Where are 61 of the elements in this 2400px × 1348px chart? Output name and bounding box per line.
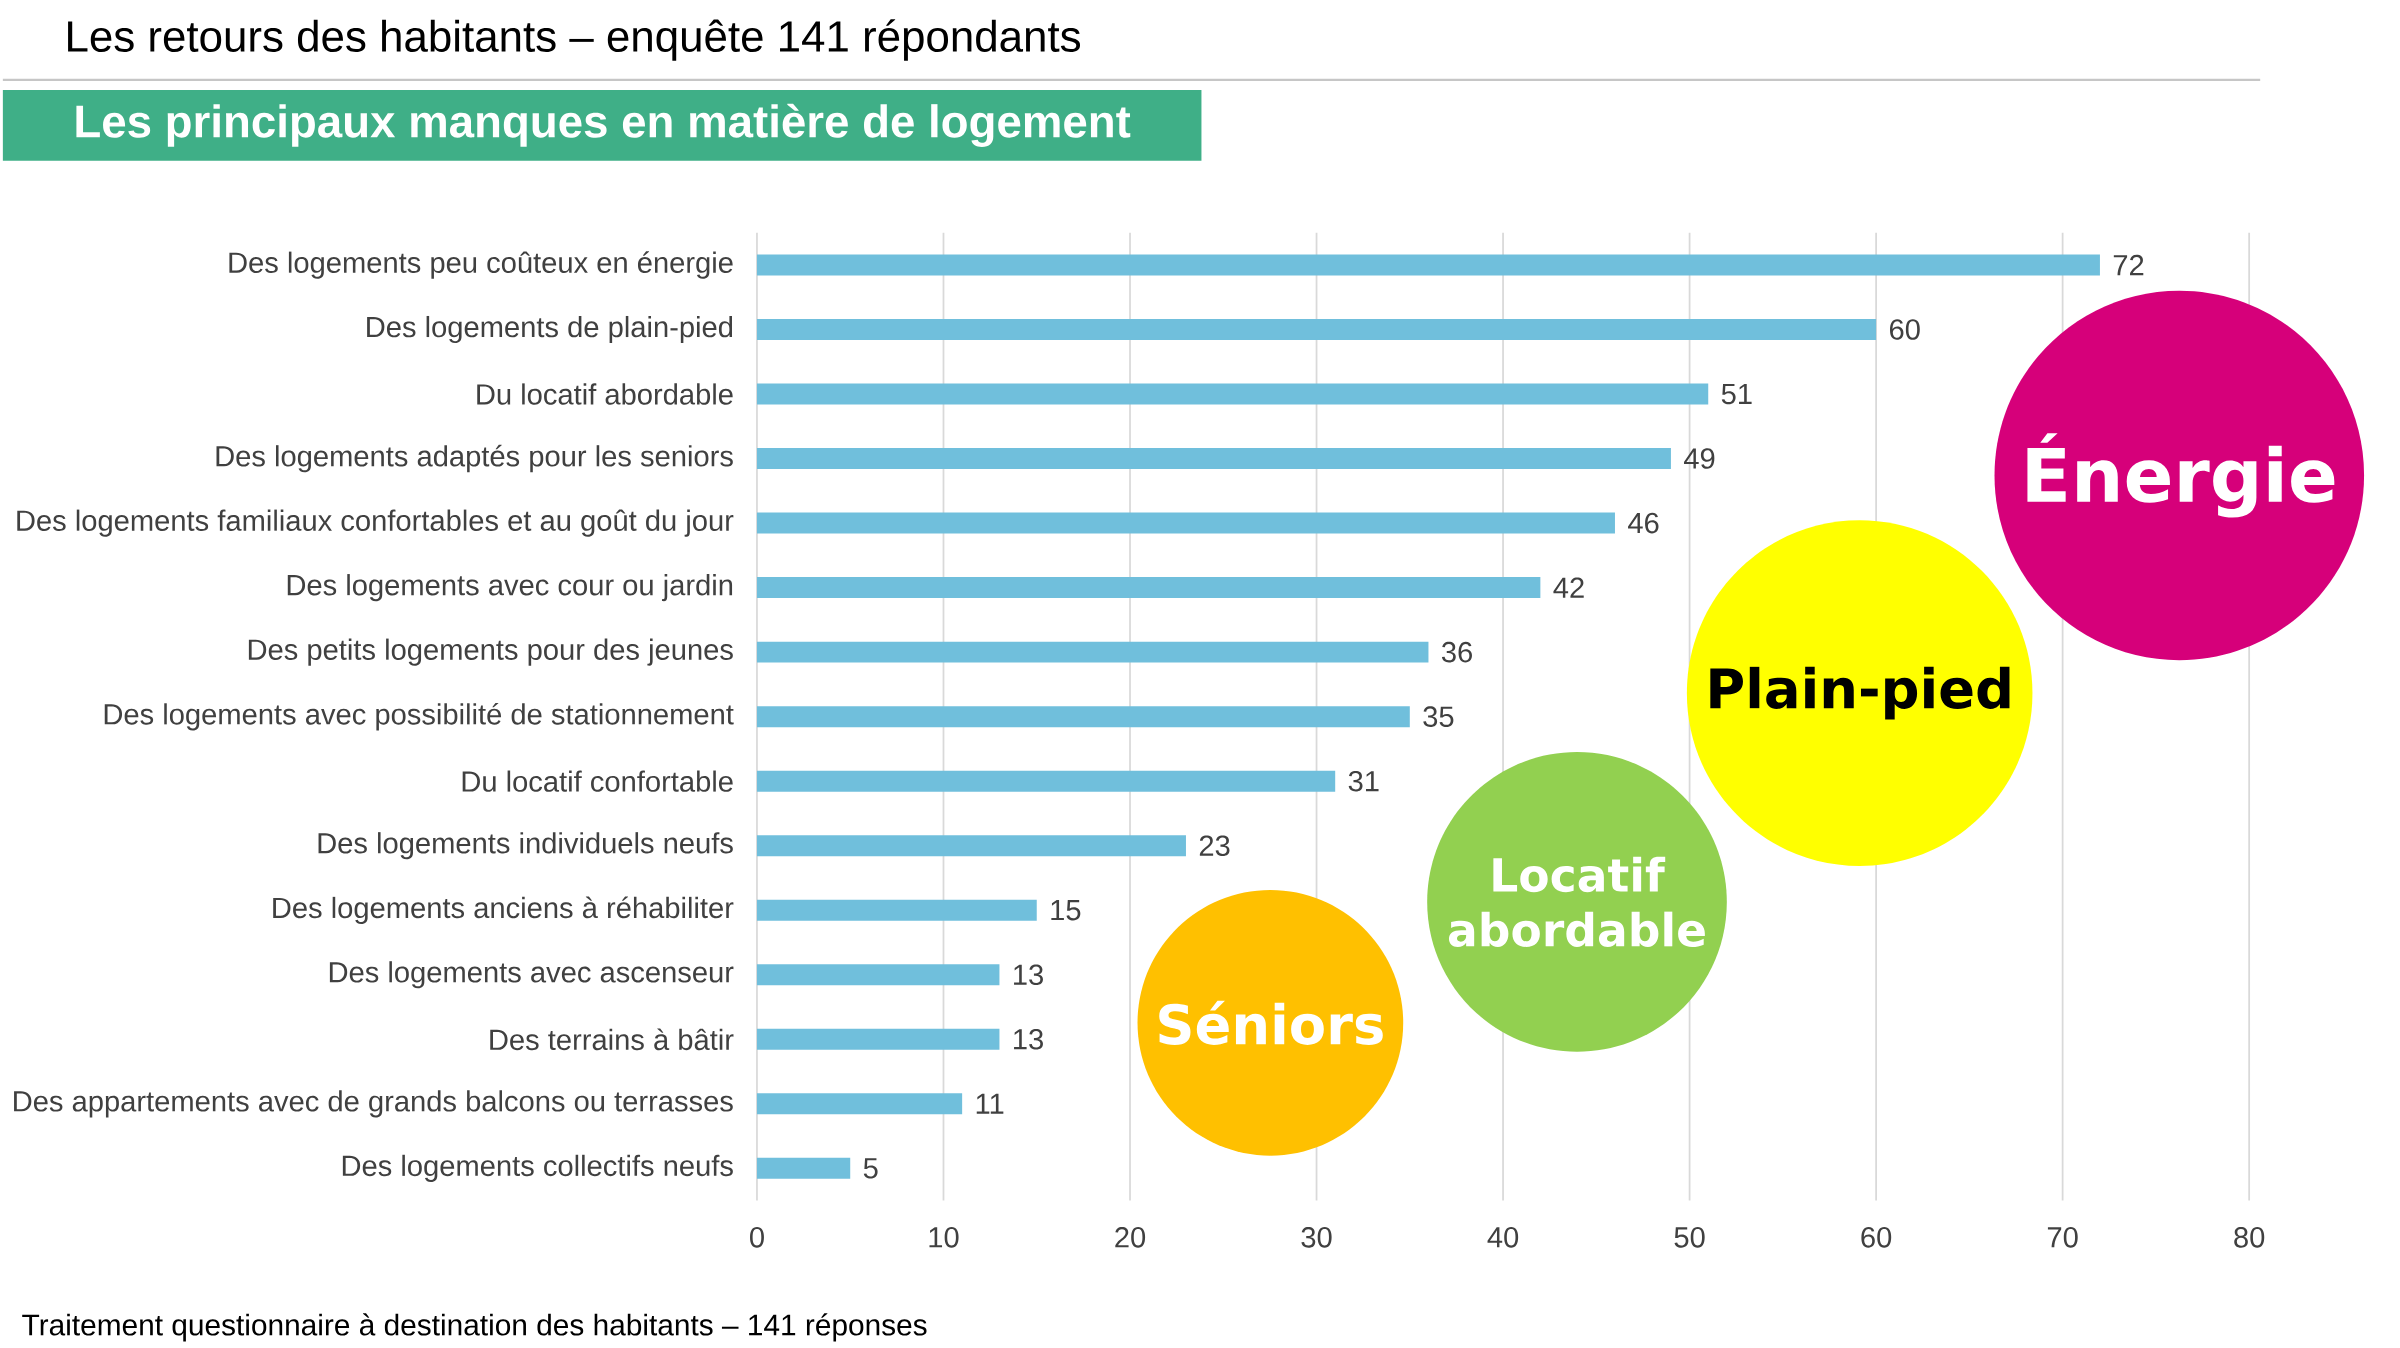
y-tick-label: Des logements adaptés pour les seniors	[216, 444, 733, 473]
data-label: 46	[1628, 512, 1659, 534]
text: Traitement questionnaire à destination des habitants – 141 réponses	[22, 1313, 927, 1342]
bar	[756, 383, 1709, 405]
y-tick-label: Du locatif abordable	[477, 383, 733, 405]
data-label: 5	[863, 1157, 878, 1179]
data-label: 11	[976, 1093, 1004, 1114]
x-tick-label: 20	[1115, 1226, 1146, 1248]
bar	[756, 1157, 851, 1179]
annotation: Séniors	[1159, 1000, 1383, 1045]
y-tick-label: Des appartements avec de grands balcons ou terrasses	[14, 1090, 733, 1118]
annotation: Locatif abordable	[1448, 856, 1705, 947]
x-tick-label: 70	[2047, 1226, 2078, 1248]
x-tick-label: 50	[1674, 1226, 1705, 1248]
data-label: 49	[1684, 448, 1715, 469]
annotation: Énergie	[2027, 433, 2335, 518]
bar	[756, 705, 1410, 727]
y-tick-label: Des logements individuels neufs	[318, 831, 733, 860]
y-tick-label: Du locatif confortable	[462, 770, 733, 792]
x-tick-label: 30	[1301, 1226, 1332, 1248]
data-label: 51	[1721, 383, 1752, 405]
y-tick-label: Des logements avec ascenseur	[329, 961, 734, 989]
data-label: 31	[1348, 770, 1379, 792]
data-label: 23	[1199, 835, 1230, 856]
bar	[756, 641, 1429, 663]
data-label: 36	[1441, 641, 1472, 663]
bar	[756, 835, 1186, 857]
data-label: 42	[1553, 577, 1584, 598]
annotation: Plain-pied	[1710, 666, 2010, 720]
bar	[756, 770, 1336, 792]
y-tick-label: Des logements peu coûteux en énergie	[229, 251, 733, 279]
x-tick-label: 80	[2234, 1226, 2265, 1248]
x-tick-label: 0	[750, 1226, 764, 1248]
bar	[756, 512, 1615, 534]
data-label: 72	[2113, 254, 2144, 275]
chart-subtitle: Les principaux manques en matière de logement	[76, 103, 1131, 147]
bar	[756, 964, 1000, 986]
chart-title: Les retours des habitants – enquête 141 répondants	[68, 19, 1081, 61]
x-tick-label: 10	[929, 1226, 959, 1248]
bar	[756, 318, 1877, 340]
bar	[756, 254, 2100, 276]
data-label: 35	[1423, 706, 1454, 727]
x-tick-label: 40	[1487, 1226, 1519, 1248]
y-tick-label: Des logements collectifs neufs	[342, 1154, 733, 1182]
y-tick-label: Des logements avec cour ou jardin	[287, 573, 733, 602]
bar	[756, 576, 1541, 598]
y-tick-label: Des logements familiaux confortables et au goût du jour	[17, 509, 734, 537]
data-label: 13	[1014, 964, 1043, 985]
data-label: 15	[1051, 899, 1081, 921]
data-label: 60	[1890, 319, 1920, 340]
y-tick-label: Des terrains à bâtir	[490, 1028, 734, 1050]
bar	[756, 899, 1037, 921]
bar	[756, 447, 1671, 469]
y-tick-label: Des logements de plain-pied	[367, 315, 733, 343]
bar	[756, 1093, 963, 1115]
y-tick-label: Des logements avec possibilité de stationnement	[104, 702, 734, 731]
y-tick-label: Des logements anciens à réhabiliter	[273, 896, 734, 924]
bar	[756, 1028, 1000, 1050]
data-label: 13	[1014, 1028, 1043, 1050]
x-tick-label: 60	[1861, 1226, 1892, 1248]
y-tick-label: Des petits logements pour des jeunes	[248, 638, 733, 666]
